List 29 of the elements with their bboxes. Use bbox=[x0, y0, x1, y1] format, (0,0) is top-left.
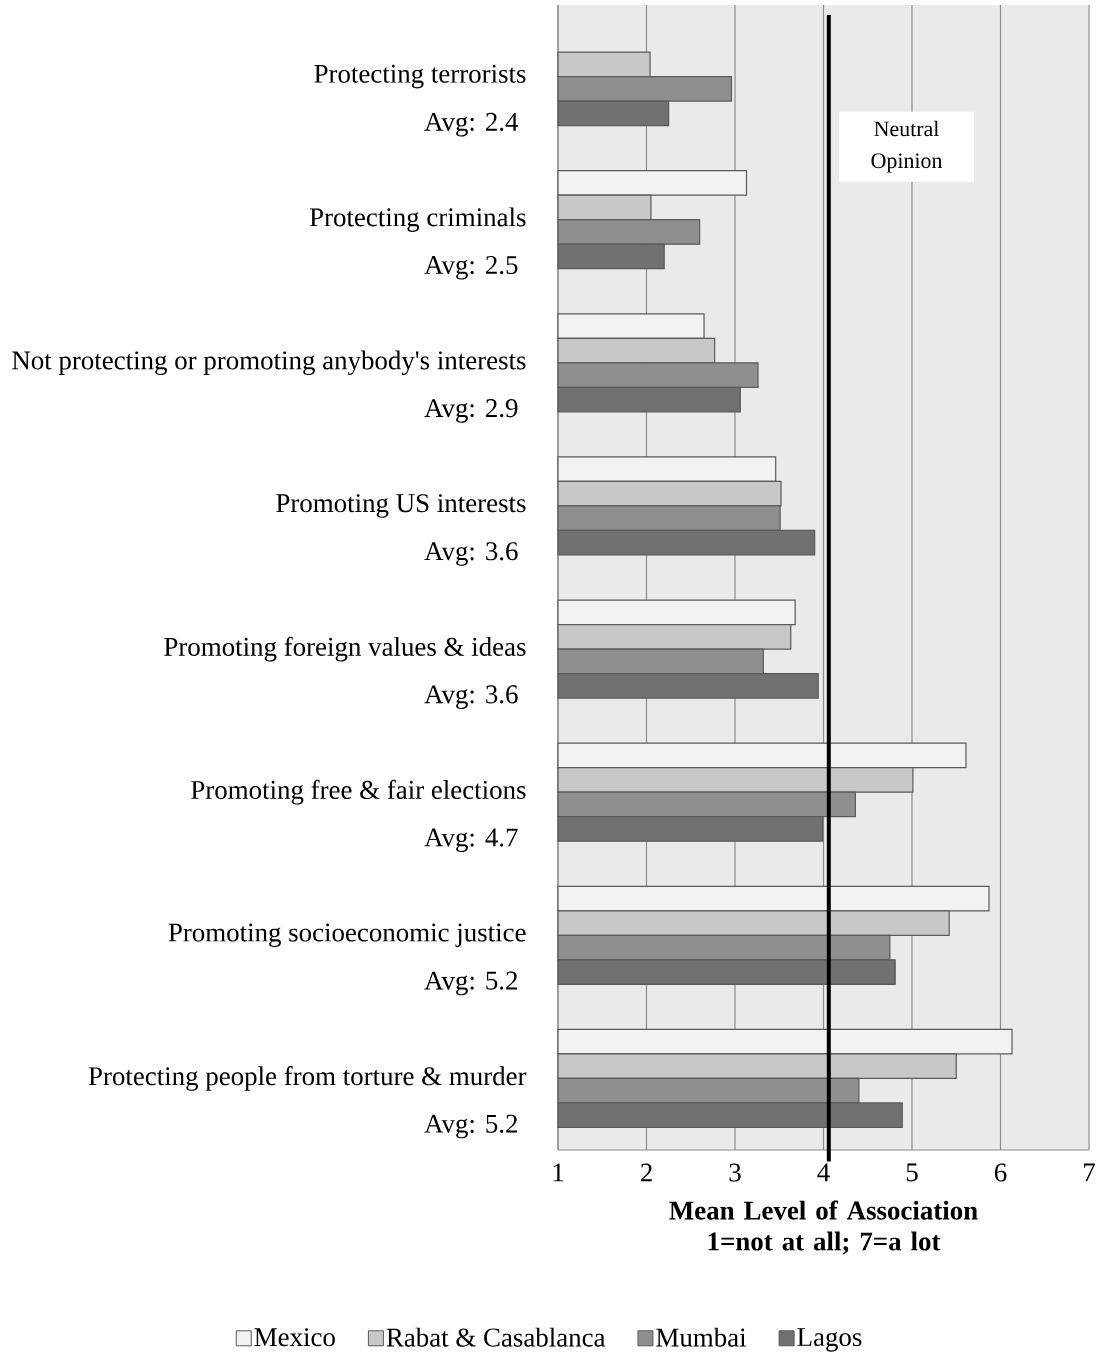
x-tick-label: 2 bbox=[640, 1163, 652, 1182]
y-tick-label: Promoting socioeconomic justice bbox=[168, 923, 526, 948]
legend-label: Lagos bbox=[797, 1328, 862, 1352]
ref-line-label: Neutral Opinion bbox=[871, 120, 943, 173]
x-tick-label: 6 bbox=[994, 1163, 1007, 1182]
y-tick-label: Not protecting or promoting anybody's interests bbox=[12, 350, 526, 376]
text: Avg: 2.4 bbox=[424, 112, 519, 137]
text: Avg: 2.5 bbox=[424, 255, 518, 280]
x-axis-title: Mean Level of Association 1=not at all; 7=a lot bbox=[669, 1200, 978, 1255]
text: Avg: 3.6 bbox=[424, 685, 518, 709]
x-tick-label: 4 bbox=[817, 1163, 830, 1182]
text: Avg: 4.7 bbox=[424, 828, 518, 853]
legend-label: Mexico bbox=[254, 1328, 335, 1347]
x-tick-label: 1 bbox=[553, 1163, 564, 1182]
x-tick-label: 3 bbox=[729, 1163, 741, 1182]
y-tick-label: Promoting foreign values & ideas bbox=[164, 636, 526, 662]
y-tick-label: Protecting terrorists bbox=[314, 64, 526, 89]
y-tick-label: Protecting people from torture & murder bbox=[88, 1066, 527, 1091]
legend-label: Mumbai bbox=[656, 1327, 747, 1347]
text: Avg: 2.9 bbox=[424, 399, 518, 423]
text: Avg: 5.2 bbox=[424, 971, 517, 996]
x-tick-label: 7 bbox=[1084, 1163, 1095, 1182]
legend-label: Rabat & Casablanca bbox=[386, 1327, 606, 1347]
y-tick-label: Protecting criminals bbox=[309, 207, 526, 232]
x-tick-label: 5 bbox=[906, 1163, 918, 1182]
text: Avg: 3.6 bbox=[424, 542, 518, 566]
y-tick-label: Promoting US interests bbox=[276, 494, 526, 518]
text: Avg: 5.2 bbox=[424, 1114, 517, 1139]
y-tick-label: Promoting free & fair elections bbox=[191, 779, 526, 805]
